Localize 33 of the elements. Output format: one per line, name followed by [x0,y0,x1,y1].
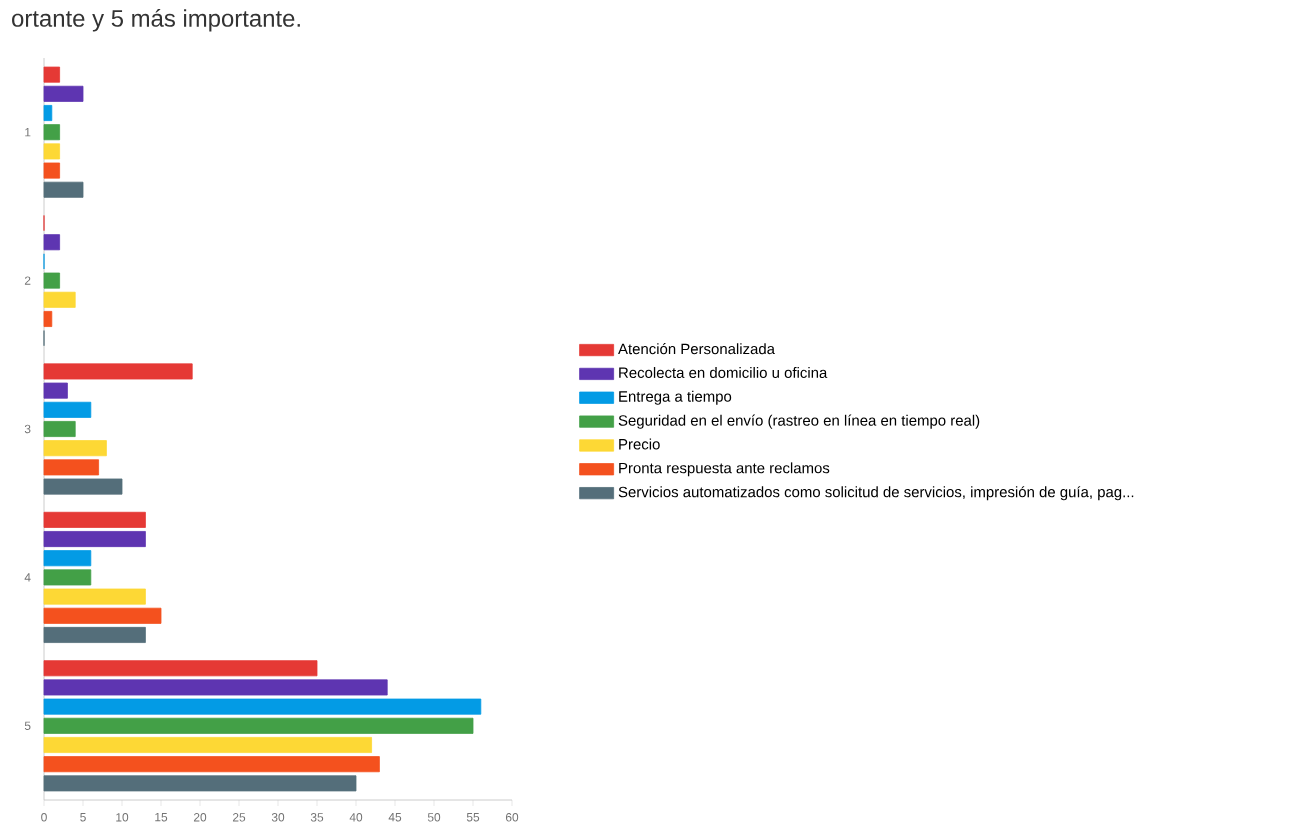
bar [43,363,193,380]
bar [43,234,61,251]
bar [43,291,76,308]
bar [43,550,92,567]
bar [43,775,357,792]
bar [43,511,146,528]
bar [43,660,318,677]
bar [43,698,482,715]
bar [43,105,53,122]
chart-title: ortante y 5 más importante. [12,9,300,32]
bar [43,181,84,198]
bar [43,162,61,179]
bar [43,756,380,773]
bar [43,717,474,734]
bar [43,66,61,83]
bar [43,459,100,476]
bar [43,272,61,289]
bar [43,588,146,605]
bar [43,607,162,624]
bar [43,626,146,643]
bar [43,143,61,160]
bar [43,679,388,696]
bar [43,736,372,753]
bar [43,382,68,399]
bar [43,421,76,437]
bar [43,310,53,327]
bar [43,478,123,495]
bar [43,569,92,586]
bar [43,440,107,457]
bar [43,531,146,548]
bar [43,401,92,418]
bar [43,124,61,141]
bar [43,85,84,102]
